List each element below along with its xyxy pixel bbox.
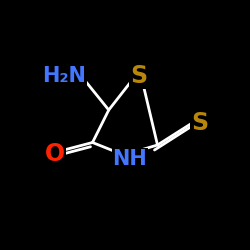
Text: NH: NH [112, 149, 148, 169]
Text: H₂N: H₂N [42, 66, 86, 86]
Text: O: O [45, 142, 65, 166]
Text: S: S [192, 110, 208, 134]
Text: S: S [130, 64, 147, 88]
